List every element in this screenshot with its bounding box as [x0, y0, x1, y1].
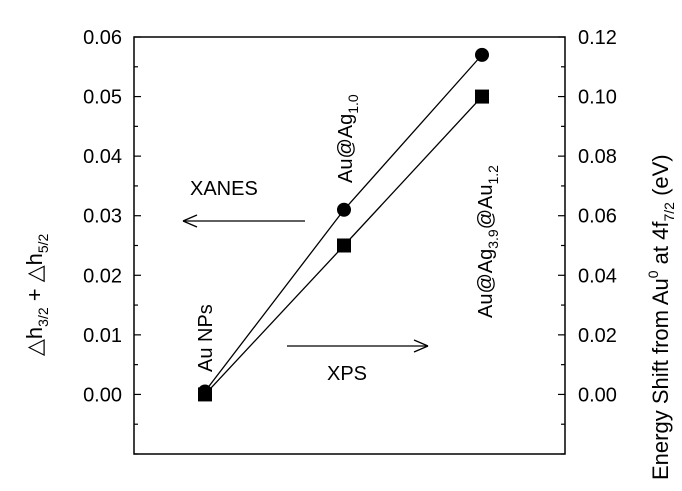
right-axis-title: Energy Shift from Au0 at 4f7/2 (eV) [645, 154, 677, 480]
series-layer [198, 47, 489, 402]
left-tick-label: 0.05 [83, 87, 122, 109]
circle-marker [337, 202, 351, 217]
left-axis-title: △h3/2 + △h5/2 [22, 233, 51, 356]
right-axis-title-part1: Energy Shift from Au [648, 278, 673, 480]
left-tick-label: 0.02 [83, 265, 122, 287]
left-tick-label: 0.03 [83, 206, 122, 228]
right-axis: 0.00 0.02 0.04 0.06 0.08 0.10 0.12 [558, 27, 617, 455]
point-label-3-9-rest-main: @Au [475, 185, 497, 230]
point-label-au-ag-1-0: Au@Ag1.0 [335, 94, 361, 183]
left-tick-label: 0.00 [83, 384, 122, 406]
right-tick-label: 0.04 [578, 265, 617, 287]
left-axis-title-part1: △h [22, 327, 47, 356]
left-tick-label: 0.04 [83, 146, 122, 168]
right-axis-title-part2: at 4f [648, 221, 673, 271]
point-label-3-9-rest-sub: 1.2 [485, 165, 501, 185]
right-tick-label: 0.00 [578, 384, 617, 406]
left-axis-title-sub2: 5/2 [35, 233, 51, 253]
xps-label: XPS [327, 363, 367, 385]
right-axis-title-sup: 0 [645, 270, 661, 278]
right-tick-label: 0.02 [578, 325, 617, 347]
right-tick-label: 0.08 [578, 146, 617, 168]
circle-series-line [204, 54, 483, 392]
left-tick-label: 0.06 [83, 27, 122, 49]
right-tick-label: 0.12 [578, 27, 617, 49]
left-axis-title-sub1: 3/2 [35, 307, 51, 327]
square-marker [198, 387, 212, 402]
point-label-au-ag-1-0-main: Au@Ag [335, 114, 357, 183]
point-label-3-9-main: Au@Ag [475, 249, 497, 318]
right-axis-title-sub: 7/2 [661, 202, 677, 222]
point-label-au-nps-text: Au NPs [195, 304, 217, 372]
right-tick-label: 0.06 [578, 206, 617, 228]
left-tick-label: 0.01 [83, 325, 122, 347]
point-label-au-nps: Au NPs [195, 304, 217, 372]
xanes-label: XANES [190, 178, 258, 200]
circle-marker [475, 47, 489, 62]
left-axis: 0.00 0.01 0.02 0.03 0.04 0.05 0.06 [83, 27, 141, 455]
point-label-au-ag-1-0-sub: 1.0 [345, 94, 361, 114]
square-marker [337, 238, 351, 253]
point-label-3-9-sub: 3.9 [485, 229, 501, 249]
xps-arrowhead [413, 339, 429, 353]
xanes-arrowhead [182, 214, 198, 228]
right-axis-title-part3: (eV) [648, 154, 673, 202]
square-marker [475, 89, 489, 104]
left-axis-title-part2: + △h [22, 253, 47, 307]
point-label-au-ag-3-9-au-1-2: Au@Ag3.9@Au1.2 [475, 165, 501, 318]
right-tick-label: 0.10 [578, 87, 617, 109]
